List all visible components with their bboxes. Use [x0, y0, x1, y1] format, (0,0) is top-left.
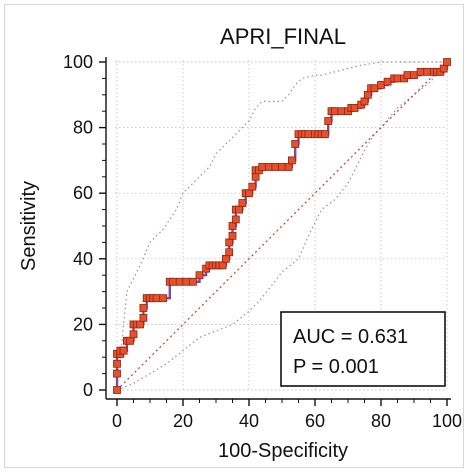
- roc-point-58: [304, 130, 313, 139]
- roc-point-40: [235, 205, 244, 214]
- roc-point-48: [258, 163, 267, 171]
- roc-point-53: [287, 156, 296, 165]
- roc-point-2: [113, 359, 121, 368]
- x-tick-label-80: 80: [371, 411, 391, 431]
- roc-point-10: [129, 330, 138, 339]
- auc-annotation-box: AUC = 0.631 P = 0.001: [280, 311, 446, 387]
- roc-point-15: [139, 304, 148, 312]
- roc-curve: [113, 58, 451, 394]
- x-axis-label: 100-Specificity: [218, 440, 348, 462]
- roc-point-26: [195, 271, 204, 280]
- roc-point-14: [139, 313, 148, 322]
- roc-point-1: [113, 369, 121, 378]
- roc-point-22: [169, 277, 178, 286]
- roc-point-9: [126, 336, 135, 345]
- y-tick-label-80: 80: [73, 118, 93, 138]
- roc-point-88: [443, 58, 451, 66]
- chart-title: APRI_FINAL: [220, 24, 346, 49]
- chart-frame: APRI_FINAL 0 20 40 60 80 100 0 20 40 60 80 100 100-…: [4, 4, 464, 468]
- confidence-bands: [116, 61, 448, 391]
- roc-point-33: [221, 254, 230, 263]
- roc-point-24: [182, 277, 191, 286]
- tick-labels: 0 20 40 60 80 100 0 20 40 60 80 100: [63, 52, 462, 431]
- y-tick-label-20: 20: [73, 314, 93, 334]
- p-value: P = 0.001: [293, 356, 379, 378]
- roc-point-49: [264, 163, 273, 171]
- roc-point-34: [225, 248, 234, 257]
- roc-point-19: [152, 294, 161, 303]
- roc-chart: APRI_FINAL 0 20 40 60 80 100 0 20 40 60 80 100 100-…: [18, 24, 462, 462]
- roc-point-38: [231, 215, 240, 224]
- roc-point-45: [251, 172, 260, 181]
- roc-point-13: [136, 320, 145, 329]
- roc-point-72: [363, 90, 372, 99]
- auc-value: AUC = 0.631: [293, 326, 408, 348]
- roc-point-37: [228, 222, 237, 230]
- roc-point-20: [159, 294, 168, 303]
- x-tick-label-60: 60: [305, 411, 325, 431]
- roc-point-44: [248, 182, 257, 191]
- roc-point-82: [416, 67, 425, 76]
- roc-point-78: [393, 74, 402, 83]
- roc-point-65: [330, 107, 339, 116]
- roc-point-54: [291, 140, 300, 148]
- roc-point-41: [238, 199, 247, 207]
- roc-point-50: [271, 163, 280, 171]
- roc-point-51: [278, 163, 286, 171]
- roc-point-52: [284, 163, 293, 171]
- y-tick-label-60: 60: [73, 183, 93, 203]
- roc-point-74: [370, 84, 379, 93]
- roc-point-69: [350, 104, 359, 112]
- y-tick-label-100: 100: [63, 52, 93, 72]
- roc-point-62: [320, 130, 329, 139]
- roc-point-25: [188, 277, 197, 286]
- x-tick-label-20: 20: [173, 411, 193, 431]
- x-tick-label-40: 40: [239, 411, 259, 431]
- roc-point-35: [225, 238, 234, 247]
- roc-point-7: [119, 346, 128, 355]
- y-tick-label-40: 40: [73, 249, 93, 269]
- roc-point-66: [337, 107, 346, 116]
- roc-point-71: [360, 97, 369, 106]
- roc-point-43: [245, 189, 253, 198]
- roc-point-63: [324, 117, 333, 125]
- roc-point-81: [410, 71, 418, 80]
- roc-point-0: [113, 386, 121, 394]
- x-tick-label-0: 0: [112, 411, 122, 431]
- axes: [99, 57, 451, 406]
- roc-point-87: [439, 64, 448, 73]
- roc-point-32: [218, 261, 227, 270]
- ci-lower-band: [116, 61, 448, 391]
- y-axis-label: Sensitivity: [18, 181, 40, 271]
- roc-point-36: [228, 231, 237, 240]
- roc-point-76: [383, 77, 392, 86]
- roc-point-23: [175, 277, 184, 286]
- roc-point-80: [403, 71, 412, 80]
- y-tick-label-0: 0: [83, 380, 93, 400]
- ci-upper-band: [116, 61, 447, 391]
- roc-point-83: [423, 67, 432, 76]
- x-tick-label-100: 100: [432, 411, 462, 431]
- roc-point-75: [377, 81, 385, 89]
